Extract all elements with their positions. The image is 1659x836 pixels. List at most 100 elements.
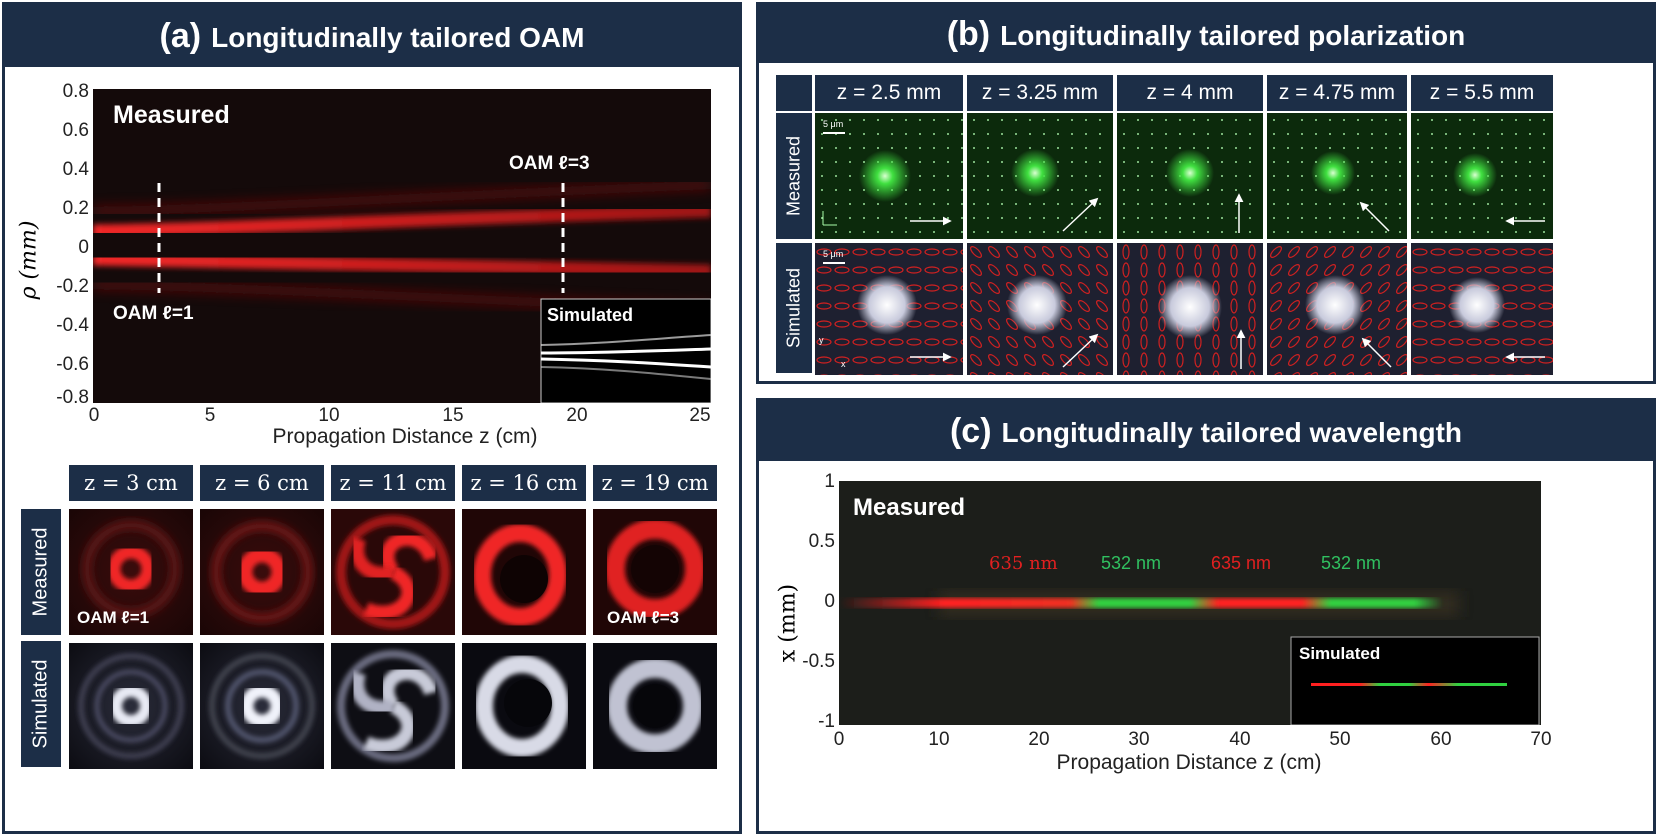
oam-heatmap-label: Measured (113, 101, 230, 129)
panel-wavelength: (c) Longitudinally tailored wavelength x … (756, 398, 1656, 834)
wl-xtick: 20 (1028, 729, 1050, 750)
wl-xlabel: Propagation Distance z (cm) (1056, 751, 1322, 774)
pol-simulated-5 (1411, 243, 1553, 375)
pol-axis-y: y (819, 335, 824, 345)
simulated-tile-2 (200, 643, 324, 769)
oam-inset: Simulated (540, 298, 711, 403)
oam-annot-left: OAM ℓ=1 (113, 303, 194, 324)
pol-measured-4 (1267, 113, 1407, 239)
wl-heatmap: Measured 635 nm 532 nm 635 nm 532 nm Sim… (839, 481, 1541, 725)
oam-col-label: z = 11 cm (331, 465, 455, 501)
tile-annot-left: OAM ℓ=1 (77, 608, 149, 627)
pol-measured-5 (1411, 113, 1553, 239)
wl-xtick: 40 (1229, 729, 1251, 750)
oam-col-label: z = 3 cm (69, 465, 193, 501)
oam-ytick: 0.6 (62, 120, 89, 141)
pol-col-label: z = 2.5 mm (815, 75, 963, 111)
oam-col-label: z = 6 cm (200, 465, 324, 501)
simulated-tile-3 (331, 643, 455, 769)
pol-measured-1: 5 μm (815, 113, 963, 239)
oam-ytick: -0.4 (56, 315, 89, 336)
pol-col-label: z = 5.5 mm (1411, 75, 1553, 111)
measured-tile-1: OAM ℓ=1 (69, 509, 193, 635)
oam-xtick: 25 (689, 405, 711, 426)
oam-tiles: OAM ℓ=1 OAM ℓ=3 (69, 509, 717, 769)
oam-ytick: 0 (78, 237, 89, 258)
panel-b-header: (b) Longitudinally tailored polarization (759, 5, 1653, 63)
pol-corner (776, 75, 812, 111)
simulated-tile-4 (462, 643, 586, 769)
pol-measured-3 (1117, 113, 1263, 239)
oam-row-simulated: Simulated (21, 641, 61, 767)
wl-ytick: -1 (818, 711, 835, 732)
pol-row-measured: Measured (776, 113, 812, 239)
wl-label-3: 635 nm (1211, 553, 1271, 573)
wl-inset: Simulated (1290, 636, 1540, 725)
oam-ytick: -0.8 (56, 387, 89, 408)
oam-col-label: z = 19 cm (593, 465, 717, 501)
wl-ytick: -0.5 (802, 651, 835, 672)
simulated-tile-5 (593, 643, 717, 769)
panel-polarization: (b) Longitudinally tailored polarization … (756, 2, 1656, 384)
panel-a-header: (a) Longitudinally tailored OAM (5, 5, 739, 67)
wl-xtick: 60 (1430, 729, 1452, 750)
oam-inset-label: Simulated (547, 305, 633, 325)
pol-measured-2 (967, 113, 1113, 239)
measured-tile-3 (331, 509, 455, 635)
pol-col-label: z = 4.75 mm (1267, 75, 1407, 111)
simulated-tile-1 (69, 643, 193, 769)
pol-simulated-3 (1117, 243, 1263, 375)
oam-xlabel: Propagation Distance z (cm) (272, 425, 538, 448)
panel-c-title: Longitudinally tailored wavelength (1001, 417, 1463, 448)
wl-inset-label: Simulated (1299, 644, 1380, 663)
oam-heatmap: Measured OAM ℓ=3 OAM ℓ=1 Simulated (93, 89, 711, 403)
wl-xtick: 30 (1128, 729, 1150, 750)
oam-ytick: -0.2 (56, 276, 89, 297)
wl-ytick: 0.5 (808, 531, 835, 552)
pol-col-label: z = 4 mm (1117, 75, 1263, 111)
wl-xtick: 50 (1329, 729, 1351, 750)
wl-ytick: 1 (824, 471, 835, 492)
oam-xtick: 0 (88, 405, 100, 426)
oam-xtick: 10 (318, 405, 340, 426)
panel-c-tag: (c) (949, 412, 992, 450)
wl-xtick: 0 (833, 729, 845, 750)
pol-simulated-2 (967, 243, 1113, 375)
panel-a-tag: (a) (159, 17, 202, 55)
oam-ytick: -0.6 (56, 354, 89, 375)
wl-ytick: 0 (824, 591, 835, 612)
oam-xtick: 20 (566, 405, 588, 426)
pol-row-simulated: Simulated (776, 243, 812, 373)
panel-oam: (a) Longitudinally tailored OAM ρ (mm) 0.… (2, 2, 742, 834)
oam-xtick: 15 (442, 405, 464, 426)
pol-scale-label-sim: 5 μm (823, 249, 843, 259)
wl-heatmap-label: Measured (853, 494, 965, 521)
wl-xtick: 70 (1530, 729, 1552, 750)
oam-ytick: 0.8 (62, 81, 89, 102)
wl-xtick: 10 (928, 729, 950, 750)
oam-annot-right: OAM ℓ=3 (509, 153, 590, 174)
oam-col-label: z = 16 cm (462, 465, 586, 501)
pol-scale-label: 5 μm (823, 119, 843, 129)
oam-xtick: 5 (204, 405, 216, 426)
wl-label-2: 532 nm (1101, 553, 1161, 573)
pol-simulated-4 (1267, 243, 1407, 375)
panel-b-tag: (b) (946, 15, 991, 53)
pol-col-label: z = 3.25 mm (967, 75, 1113, 111)
measured-tile-2 (200, 509, 324, 635)
panel-b-title: Longitudinally tailored polarization (1000, 20, 1466, 51)
wl-label-4: 532 nm (1321, 553, 1381, 573)
wl-label-1: 635 nm (989, 553, 1058, 574)
measured-tile-5: OAM ℓ=3 (593, 509, 717, 635)
oam-ylabel: ρ (mm) (16, 220, 42, 300)
tile-annot-right: OAM ℓ=3 (607, 608, 679, 627)
oam-row-measured: Measured (21, 509, 61, 635)
panel-c-header: (c) Longitudinally tailored wavelength (759, 401, 1653, 461)
pol-axis-x: x (841, 359, 846, 369)
panel-a-title: Longitudinally tailored OAM (211, 22, 585, 53)
pol-simulated-1: 5 μm y x (815, 243, 963, 375)
oam-ytick: 0.4 (62, 159, 89, 180)
measured-tile-4 (462, 509, 586, 635)
pol-tiles: 5 μm 5 μm (815, 113, 1553, 375)
oam-ytick: 0.2 (62, 198, 89, 219)
